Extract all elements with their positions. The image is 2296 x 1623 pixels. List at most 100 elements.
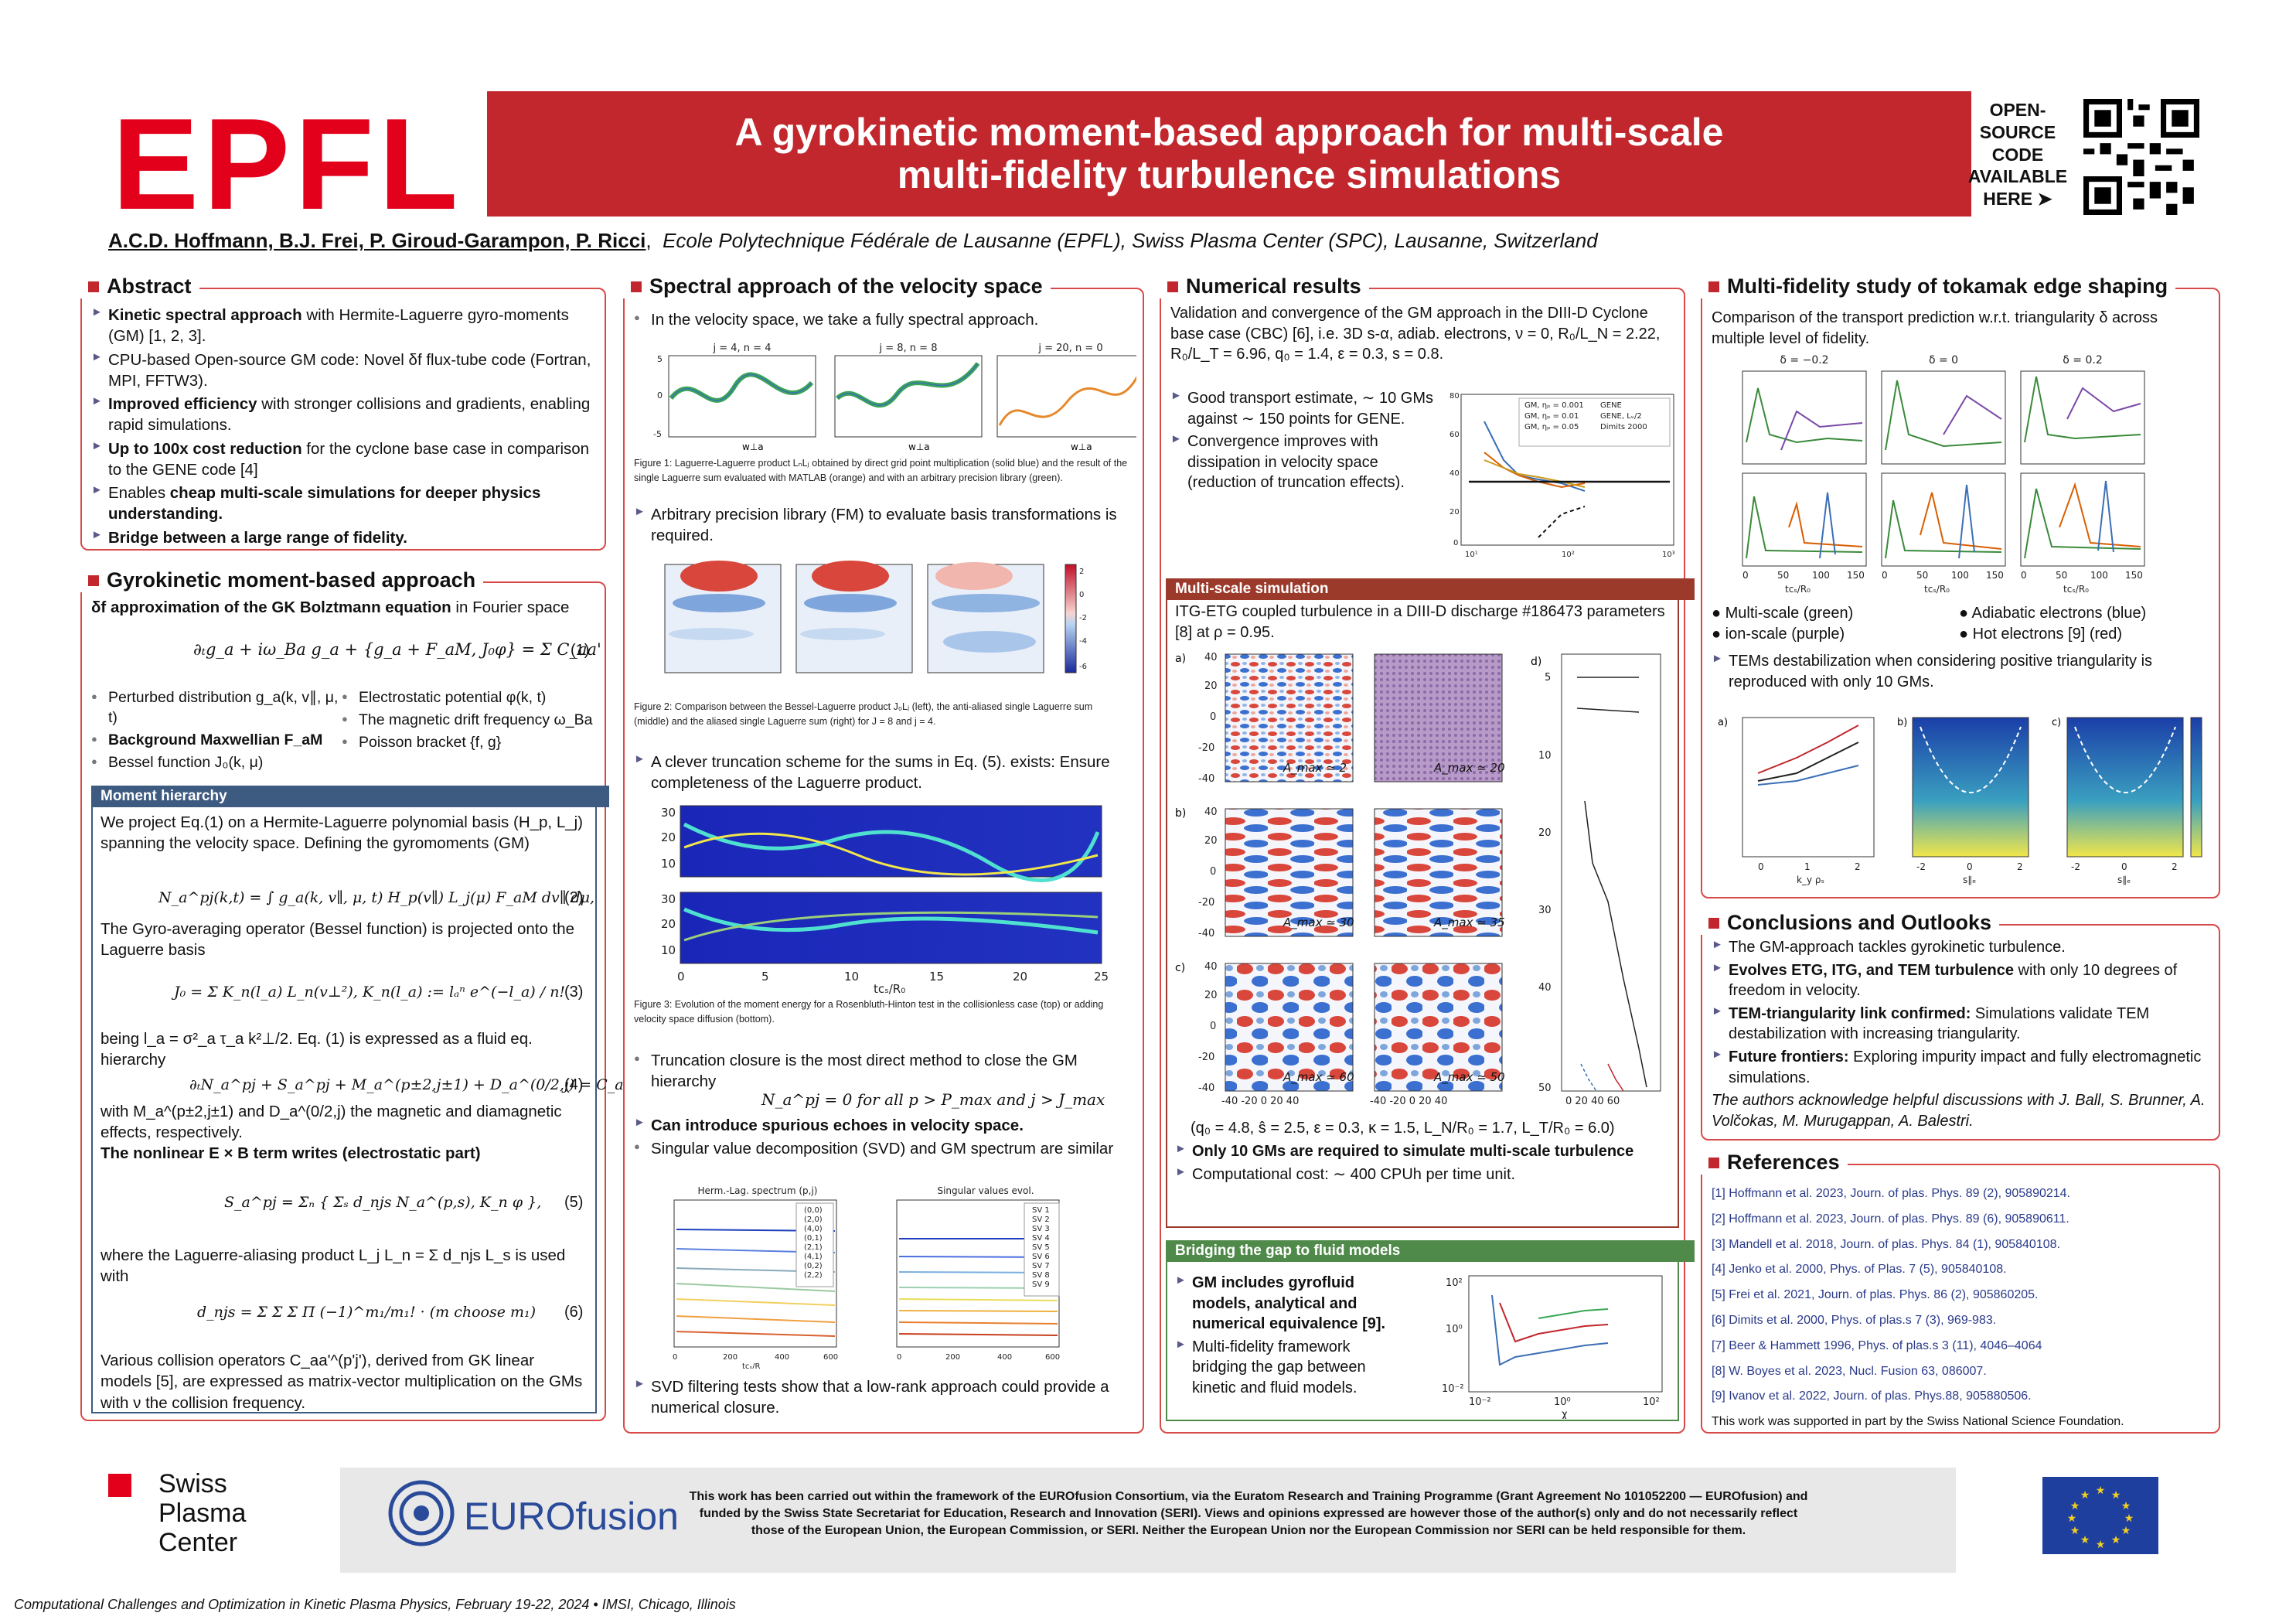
- svg-text:-40 -20 0 20 40: -40 -20 0 20 40: [1370, 1096, 1447, 1107]
- authors: A.C.D. Hoffmann, B.J. Frei, P. Giroud-Ga…: [108, 229, 646, 252]
- list-item: Good transport estimate, ∼ 10 GMs agains…: [1170, 388, 1433, 429]
- svg-text:k_y ρₛ: k_y ρₛ: [1797, 875, 1824, 885]
- svg-text:SV 9: SV 9: [1032, 1280, 1050, 1289]
- list-item: CPU-based Open-source GM code: Novel δf …: [91, 349, 594, 392]
- eq-number: (2): [564, 889, 584, 906]
- reference-item[interactable]: [7] Beer & Hammett 1996, Phys. of plas.s…: [1712, 1338, 2042, 1352]
- multiscale-box: [1166, 598, 1679, 1228]
- svg-text:5: 5: [761, 970, 769, 984]
- svg-text:tcₛ/R₀: tcₛ/R₀: [874, 982, 905, 994]
- reference-item[interactable]: [1] Hoffmann et al. 2023, Journ. of plas…: [1712, 1187, 2070, 1200]
- svg-text:10: 10: [844, 970, 859, 984]
- svg-text:-6: -6: [1079, 663, 1087, 671]
- legend-label: GENE, Lᵥ/2: [1600, 412, 1642, 421]
- affiliation: Ecole Polytechnique Fédérale de Lausanne…: [663, 229, 1598, 252]
- svd-title: Herm.-Lag. spectrum (p,j): [698, 1185, 818, 1196]
- list-item: Future frontiers: Exploring impurity imp…: [1712, 1047, 2206, 1088]
- svg-text:0: 0: [1742, 570, 1749, 581]
- gk-p2: The Gyro-averaging operator (Bessel func…: [100, 920, 575, 960]
- fluid-box: [1166, 1260, 1679, 1421]
- svg-text:d): d): [1531, 656, 1541, 668]
- svg-text:20: 20: [1204, 990, 1218, 1001]
- oss-line: CODE: [1991, 144, 2044, 165]
- reference-item[interactable]: [6] Dimits et al. 2000, Phys. of plas.s …: [1712, 1313, 1997, 1327]
- svg-text:SV 3: SV 3: [1032, 1225, 1050, 1233]
- list-item: TEM-triangularity link confirmed: Simula…: [1712, 1004, 2206, 1045]
- svg-text:0: 0: [2121, 861, 2127, 872]
- epfl-logo: EPFL: [112, 91, 463, 237]
- list-item: Evolves ETG, ITG, and TEM turbulence wit…: [1712, 960, 2206, 1001]
- list-item: Improved efficiency with stronger collis…: [91, 394, 594, 436]
- svg-text:w⊥a: w⊥a: [908, 442, 930, 452]
- amax-label: A_max ≃ 60: [1283, 1070, 1354, 1085]
- svg-text:★: ★: [2124, 1512, 2134, 1525]
- svg-text:40: 40: [1449, 469, 1460, 478]
- svg-text:600: 600: [1045, 1353, 1060, 1362]
- svg-text:20: 20: [1538, 827, 1552, 839]
- gk-intro: δf approximation of the GK Bolztmann equ…: [91, 598, 570, 616]
- abstract-list: Kinetic spectral approach with Hermite-L…: [91, 305, 594, 551]
- conclusions-title: Conclusions and Outlooks: [1701, 911, 2000, 935]
- gk-p1: We project Eq.(1) on a Hermite-Laguerre …: [100, 813, 584, 853]
- svg-text:0: 0: [1967, 861, 1973, 872]
- reference-item[interactable]: [2] Hoffmann et al. 2023, Journ. of plas…: [1712, 1212, 2069, 1226]
- author-line: A.C.D. Hoffmann, B.J. Frei, P. Giroud-Ga…: [108, 229, 1598, 252]
- svg-text:-5: -5: [653, 429, 662, 439]
- eurofusion-icon: [388, 1480, 455, 1546]
- svg-text:(4,0): (4,0): [804, 1225, 823, 1233]
- eq-number: (3): [564, 984, 584, 1001]
- fig1-title: j = 8, n = 8: [879, 343, 938, 354]
- svg-text:tcₛ/R: tcₛ/R: [742, 1362, 761, 1369]
- oss-line: OPEN-: [1989, 100, 2046, 120]
- svg-text:10²: 10²: [1446, 1277, 1463, 1289]
- equation-4: ∂ₜN_a^pj + S_a^pj + M_a^(p±2,j±1) + D_a^…: [189, 1076, 669, 1093]
- svg-text:10⁰: 10⁰: [1554, 1396, 1571, 1408]
- delta-label: δ = −0.2: [1780, 354, 1828, 367]
- svg-text:2: 2: [2172, 861, 2178, 872]
- svg-text:2: 2: [2017, 861, 2023, 872]
- oss-line: AVAILABLE: [1967, 166, 2068, 187]
- svg-text:25: 25: [1094, 970, 1109, 984]
- reference-item[interactable]: [4] Jenko et al. 2000, Phys. of Plas. 7 …: [1712, 1263, 2007, 1277]
- svg-text:600: 600: [823, 1353, 838, 1362]
- svg-text:5: 5: [657, 354, 663, 364]
- svg-text:2: 2: [1855, 861, 1861, 872]
- reference-item[interactable]: [8] W. Boyes et al. 2023, Nucl. Fusion 6…: [1712, 1364, 1987, 1378]
- svg-text:-20: -20: [1198, 742, 1214, 754]
- svg-text:0: 0: [897, 1353, 901, 1362]
- list-item: Bridge between a large range of fidelity…: [91, 527, 594, 548]
- svg-text:200: 200: [723, 1353, 738, 1362]
- svg-text:SV 4: SV 4: [1032, 1234, 1050, 1243]
- svd-title: Singular values evol.: [937, 1185, 1034, 1196]
- svg-text:0: 0: [1210, 866, 1216, 878]
- svg-text:a): a): [1718, 717, 1728, 728]
- open-source-note[interactable]: OPEN- SOURCE CODE AVAILABLE HERE ➤: [1967, 99, 2068, 210]
- reference-item[interactable]: [9] Ivanov et al. 2022, Journ. of plas. …: [1712, 1389, 2032, 1403]
- svg-text:(2,1): (2,1): [804, 1243, 823, 1252]
- svg-text:150: 150: [1986, 570, 2004, 581]
- multiscale-params: (q₀ = 4.8, ŝ = 2.5, ε = 0.3, κ = 1.5, L_…: [1191, 1120, 1615, 1137]
- equation-5: S_a^pj = Σₙ { Σₛ d_njs N_a^(p,s), K_n φ …: [224, 1194, 542, 1211]
- svg-text:-40 -20 0 20 40: -40 -20 0 20 40: [1221, 1096, 1299, 1107]
- reference-item[interactable]: [3] Mandell et al. 2018, Journ. of plas.…: [1712, 1237, 2060, 1251]
- tem-bullet: TEMs destabilization when considering po…: [1712, 651, 2206, 694]
- svg-text:★: ★: [2096, 1539, 2106, 1551]
- qr-code-icon[interactable]: [2083, 99, 2199, 215]
- list-item: Singular value decomposition (SVD) and G…: [634, 1138, 1129, 1159]
- svg-text:10⁻²: 10⁻²: [1469, 1396, 1491, 1408]
- gk-p6: where the Laguerre-aliasing product L_j …: [100, 1246, 566, 1286]
- acknowledgement: The authors acknowledge helpful discussi…: [1712, 1092, 2206, 1130]
- delta-label: δ = 0.2: [2063, 354, 2102, 367]
- list-item: Background Maxwellian F_aM: [91, 731, 339, 751]
- list-item: The magnetic drift frequency ω_Ba: [342, 711, 597, 731]
- svg-text:10: 10: [1538, 750, 1552, 762]
- list-item: Up to 100x cost reduction for the cyclon…: [91, 438, 594, 481]
- svg-text:20: 20: [661, 917, 676, 931]
- support-note: This work was supported in part by the S…: [1712, 1415, 2124, 1429]
- svg-text:10¹: 10¹: [1465, 551, 1478, 559]
- svg-text:-20: -20: [1198, 1052, 1214, 1063]
- fluid-chart: 10² 10⁰ 10⁻² 10⁻² 10⁰ 10² χ: [1442, 1275, 1663, 1419]
- svg-text:40: 40: [1538, 982, 1552, 994]
- reference-item[interactable]: [5] Frei et al. 2021, Journ. of plas. Ph…: [1712, 1288, 2039, 1302]
- svg-text:w⊥a: w⊥a: [1071, 442, 1092, 452]
